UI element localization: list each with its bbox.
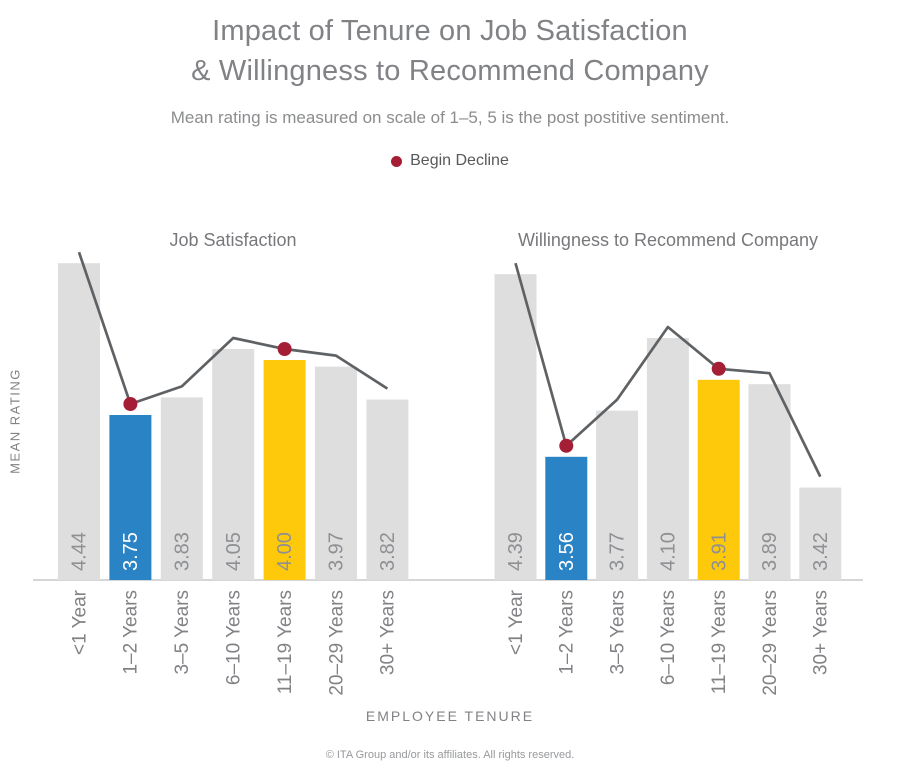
decline-marker	[277, 342, 292, 356]
bar	[58, 263, 100, 580]
footer-text: © ITA Group and/or its affiliates. All r…	[325, 749, 575, 761]
category-label: 11–19 Years	[709, 590, 730, 694]
bar-value-label: 3.83	[171, 532, 193, 571]
category-label: 20–29 Years	[760, 590, 781, 696]
bar	[646, 338, 689, 580]
bar-value-label: 4.39	[505, 532, 527, 571]
x-axis-label: EMPLOYEE TENURE	[365, 708, 535, 724]
category-label: 1–2 Years	[121, 590, 142, 675]
bar	[109, 415, 152, 580]
legend-label: Begin Decline	[410, 152, 509, 169]
bar	[748, 384, 791, 580]
bar	[596, 410, 639, 580]
bar-value-label: 3.75	[120, 532, 142, 571]
bar-value-label: 4.05	[223, 532, 245, 571]
bar-value-label: 3.91	[708, 532, 730, 571]
chart-title: Willingness to Recommend Company	[518, 230, 818, 250]
bar	[697, 379, 740, 580]
category-label: 20–29 Years	[326, 590, 347, 696]
category-label: 3–5 Years	[172, 590, 193, 675]
y-axis-label: MEAN RATING	[7, 368, 23, 474]
category-label: 6–10 Years	[223, 590, 244, 685]
bar-value-label: 3.42	[810, 532, 832, 571]
bar-value-label: 4.44	[69, 532, 91, 571]
bar	[494, 274, 537, 580]
category-label: 30+ Years	[378, 590, 399, 675]
bar-value-label: 3.82	[377, 532, 399, 571]
category-label: 3–5 Years	[607, 590, 628, 675]
bar	[160, 397, 203, 580]
category-label: 30+ Years	[811, 590, 832, 675]
decline-marker	[559, 438, 574, 453]
decline-marker-dot-icon	[391, 155, 403, 167]
bar	[315, 366, 357, 580]
category-label: 11–19 Years	[275, 590, 296, 694]
chart-title: Job Satisfaction	[169, 230, 296, 250]
bar-value-label: 3.56	[556, 532, 578, 571]
legend: Begin Decline	[0, 150, 900, 172]
bar-value-label: 4.00	[274, 532, 296, 571]
category-label: <1 Year	[69, 589, 90, 655]
page-title: Impact of Tenure on Job Satisfaction & W…	[191, 15, 709, 87]
bar	[212, 349, 255, 580]
decline-marker	[711, 361, 726, 376]
category-label: <1 Year	[506, 589, 527, 655]
page-subtitle: Mean rating is measured on scale of 1–5,…	[170, 108, 730, 127]
bar	[263, 360, 306, 580]
bar	[366, 399, 409, 580]
bar-value-label: 3.97	[326, 532, 348, 571]
bar-value-label: 4.10	[658, 532, 680, 571]
decline-marker	[123, 397, 138, 411]
category-label: 1–2 Years	[557, 590, 578, 675]
bar	[545, 456, 588, 580]
bar-value-label: 3.89	[759, 532, 781, 571]
category-label: 6–10 Years	[658, 590, 679, 685]
charts-canvas: 4.44 <1 Year 3.75 1–2 Years 3.83 3–5 Years 4.0…	[33, 230, 863, 696]
bar	[799, 487, 842, 580]
bar-value-label: 3.77	[607, 532, 629, 571]
